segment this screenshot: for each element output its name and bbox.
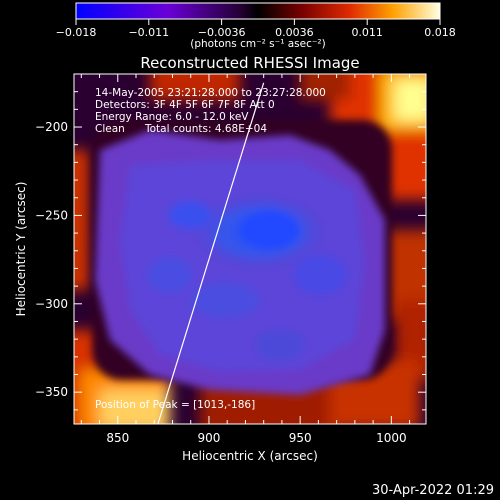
colorbar-ticks: −0.018 −0.011 −0.0036 0.0036 0.011 0.018 (56, 19, 456, 39)
x-tick-label: 850 (106, 431, 129, 445)
x-axis: 850 900 950 1000 (80, 74, 411, 445)
x-tick-label: 950 (289, 431, 312, 445)
x-tick-label: 900 (198, 431, 221, 445)
colorbar-tick-label: −0.0036 (198, 26, 246, 39)
x-axis-label: Heliocentric X (arcsec) (182, 449, 318, 463)
y-axis-label: Heliocentric Y (arcsec) (14, 182, 28, 317)
annotation-energy-range: Energy Range: 6.0 - 12.0 keV (95, 111, 249, 123)
heatmap-image (74, 74, 426, 424)
colorbar-tick-label: 0.018 (424, 26, 456, 39)
colorbar-gradient (75, 2, 441, 20)
colorbar-tick-label: 0.0036 (275, 26, 314, 39)
solar-limb-line (157, 82, 265, 424)
colorbar-tick-label: 0.011 (351, 26, 383, 39)
colorbar-units-label: (photons cm⁻² s⁻¹ asec⁻²) (190, 38, 325, 50)
annotation-time-range: 14-May-2005 23:21:28.000 to 23:27:28.000 (95, 87, 326, 99)
annotation-total-counts: Total counts: 4.68E+04 (144, 123, 267, 135)
colorbar-tick-label: −0.018 (56, 26, 97, 39)
y-tick-label: −350 (35, 385, 68, 399)
peak-position-label: Position of Peak = [1013,-186] (95, 399, 255, 411)
timestamp: 30-Apr-2022 01:29 (372, 483, 494, 498)
x-tick-label: 1000 (376, 431, 407, 445)
colorbar: −0.018 −0.011 −0.0036 0.0036 0.011 0.018 (pho… (56, 2, 456, 50)
chart-title: Reconstructed RHESSI Image (140, 54, 359, 72)
y-axis: −200 −250 −300 −350 (35, 91, 426, 411)
annotation-detectors: Detectors: 3F 4F 5F 6F 7F 8F Att 0 (95, 99, 275, 111)
y-tick-label: −250 (35, 208, 68, 222)
y-tick-label: −300 (35, 297, 68, 311)
info-annotations: 14-May-2005 23:21:28.000 to 23:27:28.000… (95, 87, 326, 135)
annotation-clean: Clean (95, 123, 125, 135)
plot-frame (73, 73, 427, 425)
colorbar-tick-label: −0.011 (128, 26, 169, 39)
y-tick-label: −200 (35, 120, 68, 134)
